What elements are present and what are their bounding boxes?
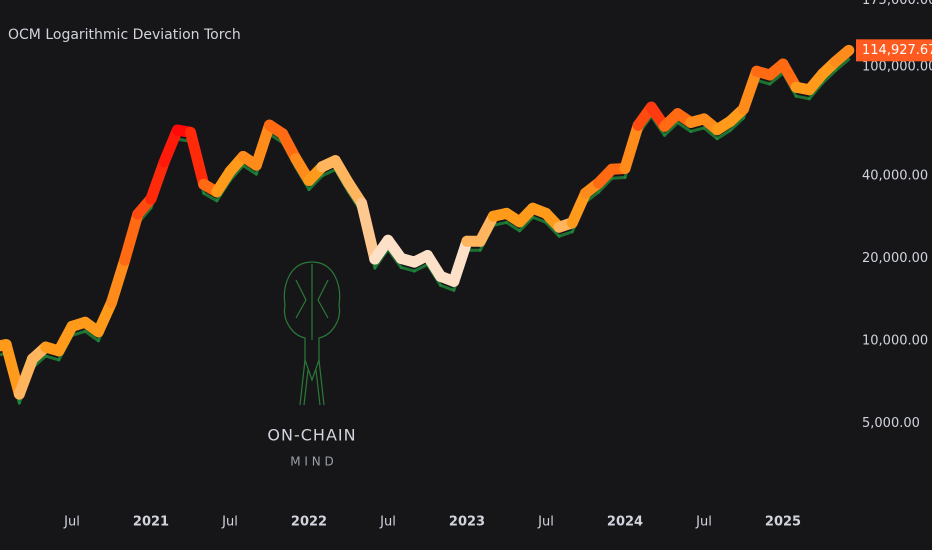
torch-segment	[185, 126, 210, 190]
wick-shadow	[597, 176, 614, 194]
wick-shadow	[807, 81, 824, 101]
y-tick-label: 40,000.00	[862, 168, 928, 183]
wick-shadow	[202, 191, 219, 203]
y-tick-label: 100,000.00	[862, 59, 932, 74]
x-tick-label: 2023	[449, 515, 485, 530]
torch-segment	[250, 119, 275, 171]
y-tick-label: 5,000.00	[862, 416, 920, 431]
torch-segment	[738, 65, 763, 115]
wick-shadow	[610, 175, 627, 180]
wick-shadow	[70, 329, 87, 337]
y-tick-label: 20,000.00	[862, 251, 928, 266]
last-price-box	[856, 39, 932, 62]
wick-shadow	[531, 215, 548, 224]
wick-shadow	[834, 57, 851, 73]
torch-segment	[448, 235, 473, 287]
torch-segment	[158, 124, 183, 168]
wick-shadow	[821, 69, 838, 85]
wick-shadow	[439, 283, 456, 292]
x-tick-label: 2025	[765, 515, 801, 530]
x-tick-label: 2021	[133, 515, 169, 530]
wick-shadow	[491, 220, 508, 227]
wick-shadow	[399, 265, 416, 273]
watermark-logo	[283, 261, 341, 406]
wick-shadow	[83, 329, 100, 343]
plot-area	[0, 44, 855, 405]
torch-segment	[830, 44, 855, 68]
wick-shadow	[241, 164, 258, 176]
wick-shadow	[676, 121, 693, 133]
x-tick-label: 2022	[291, 515, 327, 530]
wick-shadow	[544, 220, 561, 238]
x-tick-label: 2024	[607, 515, 643, 530]
torch-segment	[356, 197, 381, 265]
y-tick-label: 10,000.00	[862, 333, 928, 348]
y-tick-label: 175,000.00	[862, 0, 932, 8]
wick-shadow	[794, 94, 811, 101]
torch-segment	[619, 119, 644, 174]
last-price-label: 114,927.67	[862, 43, 932, 58]
torch-segment	[106, 254, 131, 309]
wick-shadow	[768, 71, 785, 86]
wick-shadow	[320, 168, 337, 178]
x-tick-label: Jul	[379, 515, 396, 530]
wick-shadow	[307, 174, 324, 191]
wick-shadow	[702, 126, 719, 141]
wick-shadow	[728, 116, 745, 132]
x-tick-label: Jul	[221, 515, 238, 530]
wick-shadow	[518, 215, 535, 233]
x-tick-label: Jul	[695, 515, 712, 530]
torch-segment	[119, 208, 144, 266]
torch-segment	[145, 156, 170, 205]
wick-shadow	[44, 354, 61, 362]
watermark-line2: M I N D	[290, 455, 334, 469]
wick-shadow	[557, 230, 574, 238]
wick-shadow	[505, 220, 522, 233]
wick-shadow	[715, 128, 732, 141]
x-tick-label: Jul	[63, 515, 80, 530]
x-tick-label: Jul	[537, 515, 554, 530]
chart-title: OCM Logarithmic Deviation Torch	[8, 27, 241, 43]
wick-shadow	[663, 121, 680, 137]
wick-shadow	[689, 126, 706, 133]
watermark-line1: ON-CHAIN	[267, 426, 356, 445]
torch-segment	[13, 353, 38, 400]
wick-shadow	[412, 263, 429, 273]
axes: 5,000.00 10,000.00 20,000.00 40,000.00 100,0…	[63, 0, 932, 530]
